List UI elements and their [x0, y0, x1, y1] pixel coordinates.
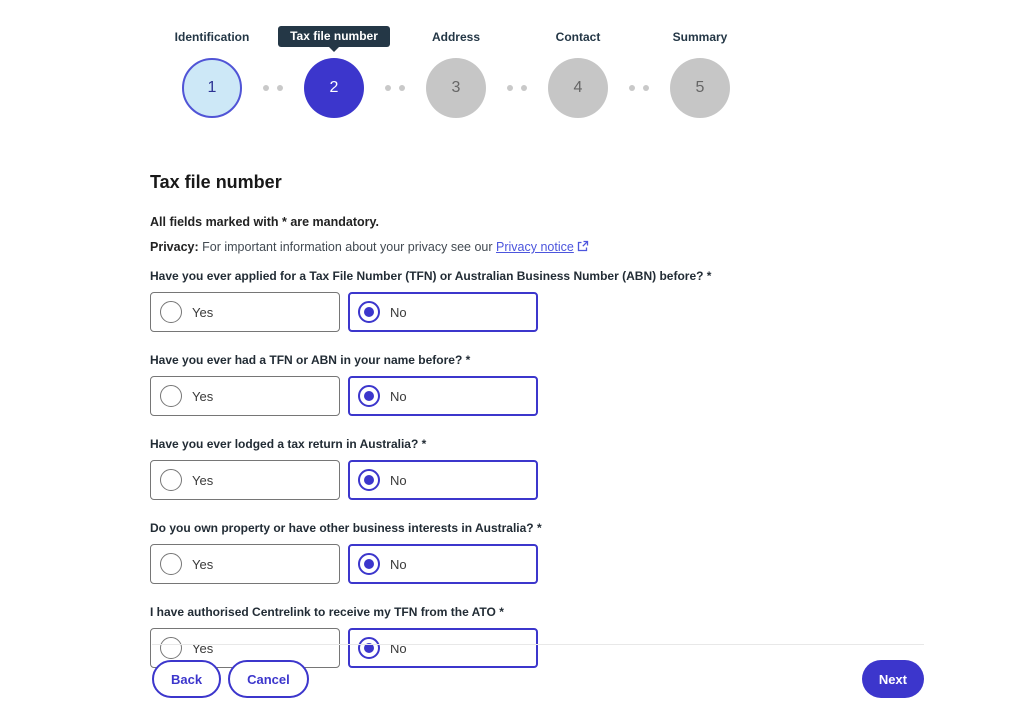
question: I have authorised Centrelink to receive … [150, 605, 930, 668]
radio-icon[interactable] [160, 469, 182, 491]
step-label-row: Identification [175, 26, 250, 58]
privacy-label: Privacy: [150, 240, 199, 254]
question: Have you ever applied for a Tax File Num… [150, 269, 930, 332]
radio-icon[interactable] [358, 469, 380, 491]
options-group: Yes No [150, 544, 930, 584]
privacy-note: Privacy: For important information about… [150, 240, 930, 254]
radio-icon[interactable] [358, 637, 380, 659]
option-yes[interactable]: Yes [150, 544, 340, 584]
step-label: Contact [555, 30, 601, 44]
step-circle[interactable]: 3 [426, 58, 486, 118]
radio-icon[interactable] [160, 637, 182, 659]
option-no[interactable]: No [348, 292, 538, 332]
step-label: Summary [672, 30, 728, 44]
option-label: Yes [192, 556, 214, 572]
radio-icon[interactable] [358, 553, 380, 575]
options-group: Yes No [150, 292, 930, 332]
option-no[interactable]: No [348, 628, 538, 668]
mandatory-note: All fields marked with * are mandatory. [150, 215, 380, 229]
question: Have you ever had a TFN or ABN in your n… [150, 353, 930, 416]
question-label: I have authorised Centrelink to receive … [150, 605, 504, 619]
footer: Back Cancel Next [152, 644, 924, 698]
stepper-step: Summary 5 [639, 26, 761, 118]
question: Have you ever lodged a tax return in Aus… [150, 437, 930, 500]
radio-icon[interactable] [160, 385, 182, 407]
step-label: Tax file number [278, 26, 390, 47]
external-link-icon [577, 240, 588, 252]
options-group: Yes No [150, 460, 930, 500]
stepper-step: Contact 4 [517, 26, 639, 118]
step-circle[interactable]: 4 [548, 58, 608, 118]
step-label: Address [431, 30, 481, 44]
radio-icon[interactable] [160, 301, 182, 323]
question-label: Have you ever had a TFN or ABN in your n… [150, 353, 471, 367]
privacy-notice-link[interactable]: Privacy notice [496, 240, 589, 254]
option-label: Yes [192, 472, 214, 488]
option-yes[interactable]: Yes [150, 460, 340, 500]
step-circle[interactable]: 2 [304, 58, 364, 118]
option-no[interactable]: No [348, 376, 538, 416]
radio-icon[interactable] [358, 301, 380, 323]
step-circle[interactable]: 1 [182, 58, 242, 118]
option-no[interactable]: No [348, 544, 538, 584]
form-content: Tax file number All fields marked with *… [150, 172, 930, 689]
option-label: No [390, 304, 407, 320]
stepper: Identification 1 Tax file number 2 Addre… [151, 26, 761, 118]
stepper-step: Identification 1 [151, 26, 273, 118]
option-no[interactable]: No [348, 460, 538, 500]
options-group: Yes No [150, 628, 930, 668]
option-label: No [390, 472, 407, 488]
privacy-text: For important information about your pri… [198, 240, 497, 254]
question-label: Have you ever applied for a Tax File Num… [150, 269, 712, 283]
privacy-link-text: Privacy notice [496, 240, 574, 254]
option-yes[interactable]: Yes [150, 376, 340, 416]
step-label-row: Tax file number [278, 26, 390, 58]
stepper-step: Tax file number 2 [273, 26, 395, 118]
question-label: Have you ever lodged a tax return in Aus… [150, 437, 427, 451]
step-label-row: Summary [673, 26, 728, 58]
question-label: Do you own property or have other busine… [150, 521, 542, 535]
option-label: No [390, 388, 407, 404]
step-circle[interactable]: 5 [670, 58, 730, 118]
radio-icon[interactable] [358, 385, 380, 407]
back-button[interactable]: Back [152, 660, 222, 698]
step-label: Identification [174, 30, 250, 44]
questions-list: Have you ever applied for a Tax File Num… [150, 269, 930, 668]
option-label: Yes [192, 304, 214, 320]
step-label-row: Address [432, 26, 480, 58]
cancel-button[interactable]: Cancel [228, 660, 309, 698]
option-yes[interactable]: Yes [150, 292, 340, 332]
stepper-step: Address 3 [395, 26, 517, 118]
radio-icon[interactable] [160, 553, 182, 575]
next-button[interactable]: Next [861, 660, 924, 698]
step-label-row: Contact [556, 26, 601, 58]
option-label: Yes [192, 388, 214, 404]
question: Do you own property or have other busine… [150, 521, 930, 584]
options-group: Yes No [150, 376, 930, 416]
page-title: Tax file number [150, 172, 282, 192]
option-label: No [390, 556, 407, 572]
